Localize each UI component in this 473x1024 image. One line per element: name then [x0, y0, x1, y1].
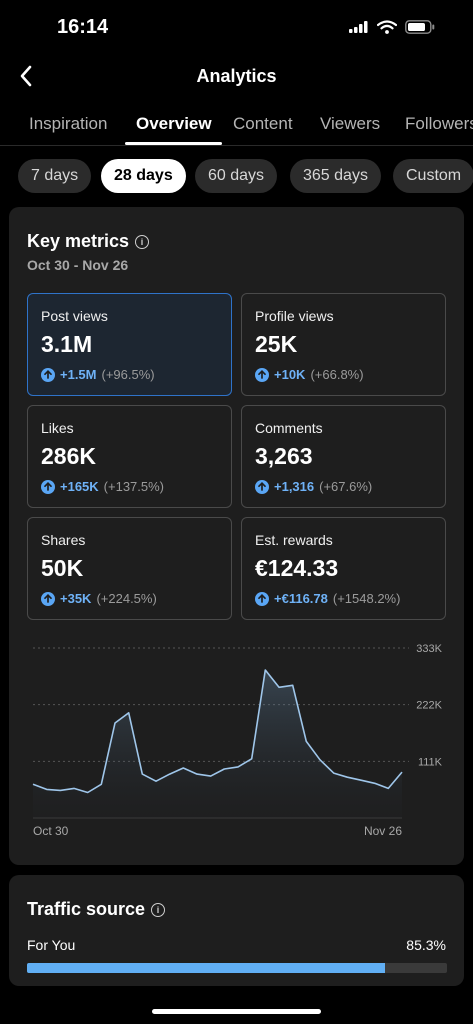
metric-shares[interactable]: Shares 50K +35K (+224.5%) [27, 517, 232, 620]
key-metrics-title-text: Key metrics [27, 231, 130, 251]
metric-delta: +10K (+66.8%) [255, 367, 364, 382]
metric-est-rewards[interactable]: Est. rewards €124.33 +€116.78 (+1548.2%) [241, 517, 446, 620]
traffic-progress-track [27, 963, 447, 973]
metric-delta: +1,316 (+67.6%) [255, 479, 372, 494]
status-time: 16:14 [57, 16, 109, 38]
info-icon[interactable]: i [135, 234, 150, 249]
arrow-up-icon [41, 591, 55, 606]
metric-profile-views[interactable]: Profile views 25K +10K (+66.8%) [241, 293, 446, 396]
back-button[interactable] [14, 62, 38, 90]
delta-percent: (+66.8%) [310, 367, 364, 382]
page-title: Analytics [196, 66, 277, 86]
traffic-source-label: For You [27, 937, 76, 953]
y-tick-label: 222K [416, 700, 442, 712]
traffic-source-title: Traffic source i [27, 899, 166, 920]
delta-percent: (+137.5%) [103, 479, 165, 494]
tab-viewers[interactable]: Viewers [320, 114, 381, 133]
range-chip-28-days[interactable]: 28 days [101, 159, 186, 193]
arrow-up-icon [255, 591, 269, 606]
metric-delta: +165K (+137.5%) [41, 479, 164, 494]
delta-percent: (+1548.2%) [332, 591, 401, 606]
key-metrics-card: Key metrics i Oct 30 - Nov 26 Post views… [9, 207, 464, 865]
delta-percent: (+224.5%) [96, 591, 157, 606]
tab-overview[interactable]: Overview [136, 114, 212, 133]
metric-likes[interactable]: Likes 286K +165K (+137.5%) [27, 405, 232, 508]
delta-absolute: +1.5M [60, 367, 97, 382]
nav-header: Analytics [0, 56, 473, 100]
home-indicator [152, 1009, 321, 1014]
metric-comments[interactable]: Comments 3,263 +1,316 (+67.6%) [241, 405, 446, 508]
status-icons [349, 20, 435, 34]
delta-absolute: +€116.78 [274, 591, 328, 606]
chevron-left-icon [20, 65, 32, 87]
cellular-signal-icon [349, 21, 368, 33]
metric-label: Comments [255, 420, 323, 436]
traffic-source-value: 85.3% [406, 937, 446, 953]
delta-absolute: +35K [60, 591, 92, 606]
post-views-chart: 111K 222K 333K Oct 30 Nov 26 [32, 643, 443, 838]
delta-absolute: +165K [60, 479, 99, 494]
info-icon[interactable]: i [151, 902, 166, 917]
tab-content[interactable]: Content [233, 114, 293, 133]
tab-bar: Inspiration Overview Content Viewers Fol… [0, 102, 473, 146]
active-tab-indicator [125, 142, 222, 145]
metric-label: Likes [41, 420, 74, 436]
traffic-row-for-you: For You 85.3% [27, 937, 446, 953]
key-metrics-title: Key metrics i [27, 231, 150, 252]
battery-icon [405, 20, 435, 34]
metric-delta: +1.5M (+96.5%) [41, 367, 155, 382]
metric-value: €124.33 [255, 555, 339, 581]
y-tick-label: 111K [418, 756, 443, 768]
delta-absolute: +1,316 [274, 479, 315, 494]
range-chip-7-days[interactable]: 7 days [18, 159, 92, 193]
metric-value: 25K [255, 331, 298, 357]
delta-percent: (+67.6%) [319, 479, 373, 494]
wifi-icon [377, 20, 397, 34]
delta-percent: (+96.5%) [101, 367, 155, 382]
range-chip-365-days[interactable]: 365 days [290, 159, 381, 193]
date-range-label: Oct 30 - Nov 26 [27, 257, 129, 273]
delta-absolute: +10K [274, 367, 306, 382]
chart-line [32, 669, 403, 794]
tab-inspiration[interactable]: Inspiration [29, 114, 108, 133]
range-chip-60-days[interactable]: 60 days [195, 159, 278, 193]
x-tick-label: Nov 26 [364, 824, 402, 838]
y-tick-label: 333K [416, 643, 442, 655]
arrow-up-icon [255, 367, 269, 382]
arrow-up-icon [41, 479, 55, 494]
metric-post-views[interactable]: Post views 3.1M +1.5M (+96.5%) [27, 293, 232, 396]
arrow-up-icon [41, 367, 55, 382]
metric-delta: +35K (+224.5%) [41, 591, 157, 606]
tab-followers[interactable]: Followers [405, 114, 473, 133]
metric-value: 286K [41, 443, 96, 469]
status-bar: 16:14 [0, 0, 473, 56]
arrow-up-icon [255, 479, 269, 494]
metric-value: 3.1M [41, 331, 93, 357]
metric-label: Shares [41, 532, 86, 548]
traffic-progress-fill [27, 963, 386, 973]
metric-label: Profile views [255, 308, 334, 324]
metric-label: Post views [41, 308, 108, 324]
x-tick-label: Oct 30 [33, 824, 69, 838]
metric-delta: +€116.78 (+1548.2%) [255, 591, 400, 606]
range-chip-custom[interactable]: Custom [393, 159, 473, 193]
metric-label: Est. rewards [255, 532, 333, 548]
metric-value: 3,263 [255, 443, 313, 469]
traffic-source-title-text: Traffic source [27, 899, 146, 919]
metric-value: 50K [41, 555, 84, 581]
traffic-source-card: Traffic source i For You 85.3% [9, 875, 464, 986]
chart-area [33, 670, 402, 818]
